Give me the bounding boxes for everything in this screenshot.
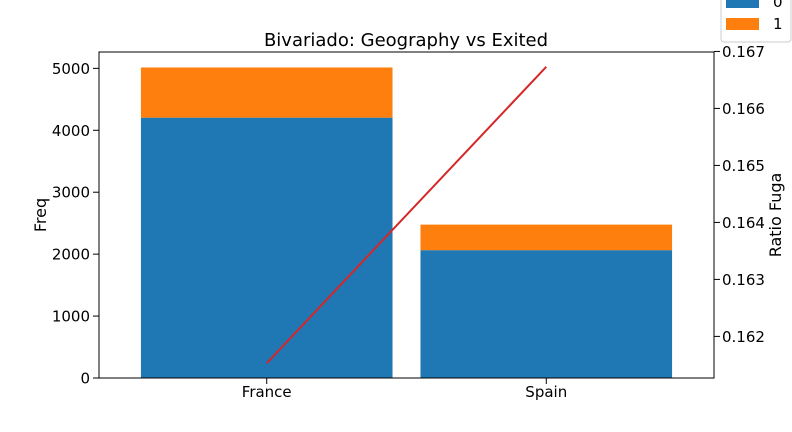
bars-layer [140,67,673,379]
y-axis-left: 0 1000 2000 3000 4000 5000 [52,60,99,388]
legend-swatch-0 [726,0,759,8]
y2-tick-label: 0.167 [722,43,765,61]
plot-frame [98,51,715,379]
legend-swatch-1 [726,18,759,30]
y-tick-label: 1000 [52,308,90,326]
y2-tick-label: 0.165 [722,157,765,175]
y-tick-label: 0 [80,370,90,388]
y2-tick-label: 0.163 [722,271,765,289]
y2-axis-label: Ratio Fuga [766,173,785,258]
bar-spain-series-1 [420,224,673,251]
y-axis-label: Freq [31,198,50,232]
legend: 01 [720,0,792,43]
y2-tick-label: 0.164 [722,214,765,232]
legend-label-1: 1 [773,15,783,33]
ratio-line-layer [266,66,547,364]
x-tick-label: Spain [525,383,567,401]
ratio-line [266,66,547,364]
x-tick-label: France [242,383,292,401]
y-tick-label: 2000 [52,246,90,264]
y-axis-right: 0.162 0.163 0.164 0.165 0.166 0.167 [714,43,765,346]
x-axis: France Spain [242,378,567,401]
bar-spain-series-0 [420,250,673,378]
chart-title: Bivariado: Geography vs Exited [264,30,548,51]
y-tick-label: 3000 [52,184,90,202]
y2-tick-label: 0.162 [722,328,765,346]
y-tick-label: 4000 [52,122,90,140]
bar-france-series-1 [140,67,393,118]
y-tick-label: 5000 [52,60,90,78]
y2-tick-label: 0.166 [722,100,765,118]
bar-france-series-0 [140,117,393,379]
legend-label-0: 0 [773,0,783,11]
